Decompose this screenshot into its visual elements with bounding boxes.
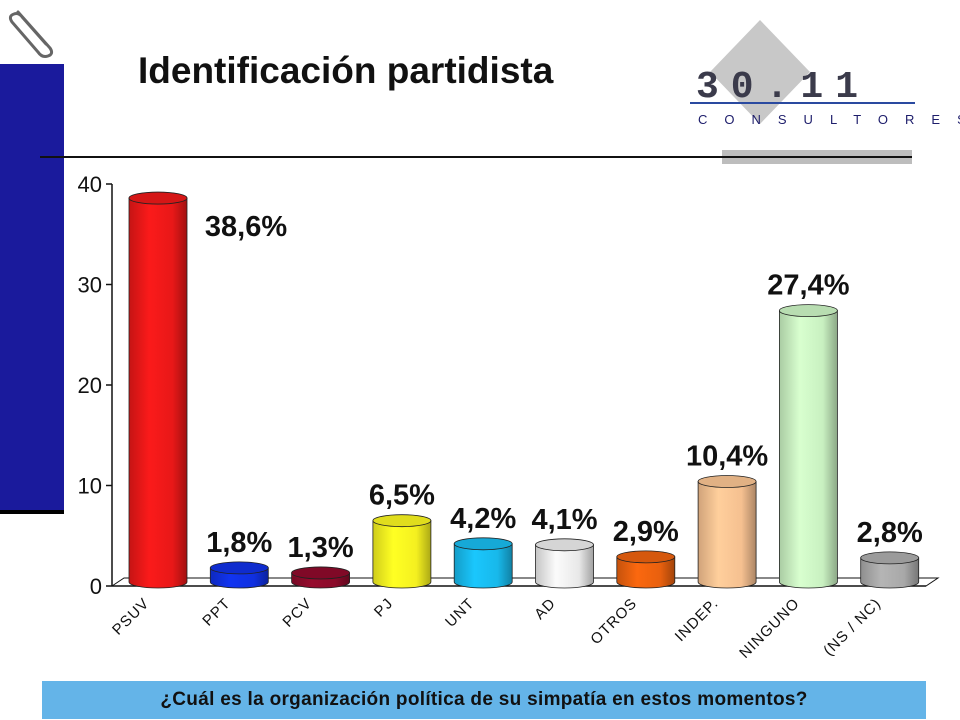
bar-top [453, 537, 513, 551]
category-label: AD [531, 595, 559, 623]
category-label: UNT [442, 595, 478, 631]
bar-top [616, 550, 676, 564]
category-label: INDEP. [672, 595, 722, 645]
logo-number: 30.11 [696, 66, 871, 109]
bar-top [535, 538, 594, 552]
bar [860, 557, 920, 589]
bar-top [209, 561, 269, 575]
data-label: 10,4% [686, 440, 768, 472]
bar-top [860, 551, 920, 565]
category-label: PPT [199, 595, 234, 630]
left-accent-bar-shadow [0, 510, 64, 514]
category-label: OTROS [587, 595, 640, 648]
category-label: PCV [279, 595, 315, 631]
data-label: 2,9% [613, 516, 679, 548]
left-accent-bar [0, 64, 64, 514]
y-tick-label: 30 [78, 273, 102, 298]
bar [128, 197, 188, 589]
bar-top [779, 304, 838, 318]
data-label: 4,1% [531, 504, 597, 536]
data-label: 6,5% [369, 480, 435, 512]
bar [372, 520, 432, 589]
data-label: 27,4% [767, 270, 849, 302]
bar [535, 544, 594, 589]
data-label: 1,8% [206, 527, 272, 559]
logo-subtitle: CONSULTORES [698, 112, 960, 127]
bar-top [697, 475, 757, 488]
bar-top [291, 566, 351, 580]
bar-top [372, 514, 432, 528]
category-label: (NS / NC) [820, 595, 884, 659]
paperclip-icon [8, 10, 54, 58]
y-tick-label: 20 [78, 373, 102, 398]
survey-question: ¿Cuál es la organización política de su … [42, 681, 926, 719]
data-label: 4,2% [450, 503, 516, 535]
category-label: PJ [371, 595, 397, 621]
category-label: NINGUNO [736, 595, 803, 662]
y-tick-label: 10 [78, 474, 102, 499]
header-divider [40, 156, 912, 158]
bar-top [128, 191, 188, 205]
bar [697, 481, 757, 589]
data-label: 1,3% [288, 532, 354, 564]
y-tick-label: 0 [90, 574, 102, 599]
bar [453, 543, 513, 589]
bar [779, 310, 838, 589]
bar [616, 556, 676, 589]
y-tick-label: 40 [78, 172, 102, 197]
category-label: PSUV [109, 595, 153, 639]
page-title: Identificación partidista [138, 50, 554, 91]
data-label: 38,6% [205, 211, 287, 243]
data-label: 2,8% [857, 517, 923, 549]
